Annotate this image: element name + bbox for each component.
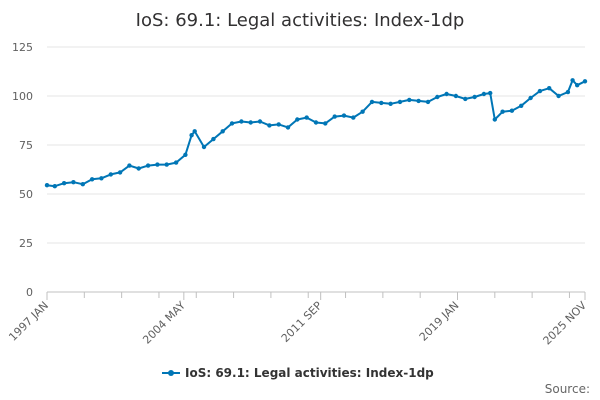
data-point[interactable] <box>211 136 216 142</box>
data-point[interactable] <box>117 170 123 175</box>
x-axis: 1997 JAN 2004 MAY 2011 SEP 2019 JAN 2025 NOV <box>6 292 589 348</box>
x-tick-label: 2011 SEP <box>279 299 325 345</box>
data-point[interactable] <box>547 86 552 91</box>
chart-title: IoS: 69.1: Legal activities: Index-1dp <box>136 10 465 31</box>
data-point[interactable] <box>164 162 169 167</box>
data-point[interactable] <box>488 90 493 96</box>
series-layer <box>44 78 588 189</box>
data-point[interactable] <box>519 103 524 109</box>
data-point[interactable] <box>89 177 95 182</box>
data-point[interactable] <box>127 163 132 168</box>
data-point[interactable] <box>108 172 114 177</box>
data-point[interactable] <box>500 109 505 114</box>
data-point[interactable] <box>173 160 179 165</box>
data-point[interactable] <box>80 182 86 187</box>
data-point[interactable] <box>276 122 281 127</box>
source-label: Source: <box>545 382 590 396</box>
data-point[interactable] <box>453 93 459 99</box>
data-point[interactable] <box>61 181 67 186</box>
data-point[interactable] <box>52 184 57 189</box>
data-point[interactable] <box>220 129 225 134</box>
grid-lines <box>47 46 585 293</box>
data-point[interactable] <box>425 99 431 105</box>
data-point[interactable] <box>239 119 244 124</box>
y-tick-label: 25 <box>19 237 33 250</box>
data-point[interactable] <box>397 99 403 105</box>
data-point[interactable] <box>332 114 337 119</box>
data-point[interactable] <box>472 94 477 100</box>
data-point[interactable] <box>388 101 393 107</box>
x-tick-label: 1997 JAN <box>6 299 51 344</box>
data-point[interactable] <box>304 115 309 120</box>
data-point[interactable] <box>341 113 347 118</box>
y-tick-label: 125 <box>12 41 33 54</box>
data-point[interactable] <box>379 100 384 106</box>
data-point[interactable] <box>295 117 300 122</box>
y-axis: 0 25 50 75 100 125 <box>12 41 33 299</box>
data-point[interactable] <box>229 121 235 126</box>
legend[interactable]: IoS: 69.1: Legal activities: Index-1dp <box>162 366 434 380</box>
x-tick-label: 2004 MAY <box>140 299 188 347</box>
data-point[interactable] <box>435 94 440 100</box>
data-point[interactable] <box>565 89 571 95</box>
legend-marker <box>168 370 174 376</box>
data-point[interactable] <box>509 108 515 113</box>
data-point[interactable] <box>192 129 197 134</box>
data-point[interactable] <box>323 121 328 126</box>
data-point[interactable] <box>528 95 533 101</box>
data-point[interactable] <box>407 97 412 103</box>
data-point[interactable] <box>492 117 497 122</box>
data-point[interactable] <box>360 109 365 114</box>
y-tick-label: 100 <box>12 90 33 103</box>
data-point[interactable] <box>248 120 253 125</box>
data-point[interactable] <box>313 120 319 125</box>
data-point[interactable] <box>136 166 141 171</box>
data-point[interactable] <box>582 79 588 84</box>
data-point[interactable] <box>155 162 160 167</box>
x-tick-label: 2019 JAN <box>417 299 462 344</box>
y-tick-label: 50 <box>19 188 33 201</box>
data-point[interactable] <box>570 78 575 83</box>
data-point[interactable] <box>463 96 468 102</box>
legend-label: IoS: 69.1: Legal activities: Index-1dp <box>185 366 434 380</box>
y-tick-label: 0 <box>26 286 33 299</box>
data-point[interactable] <box>71 180 76 185</box>
data-point[interactable] <box>189 133 194 138</box>
data-point[interactable] <box>99 176 104 181</box>
data-point[interactable] <box>285 125 291 130</box>
x-tick-label: 2025 NOV <box>541 299 590 348</box>
data-point[interactable] <box>556 93 561 99</box>
data-point[interactable] <box>183 152 188 157</box>
data-point[interactable] <box>351 115 356 120</box>
data-point[interactable] <box>416 98 421 104</box>
data-point[interactable] <box>537 88 543 94</box>
data-point[interactable] <box>267 123 272 128</box>
data-point[interactable] <box>481 91 487 97</box>
data-point[interactable] <box>201 144 207 150</box>
data-point[interactable] <box>44 183 50 188</box>
data-point[interactable] <box>145 163 151 168</box>
data-point[interactable] <box>369 99 375 105</box>
data-point[interactable] <box>444 91 449 97</box>
data-point[interactable] <box>575 83 580 88</box>
y-tick-label: 75 <box>19 139 33 152</box>
data-point[interactable] <box>257 119 263 124</box>
